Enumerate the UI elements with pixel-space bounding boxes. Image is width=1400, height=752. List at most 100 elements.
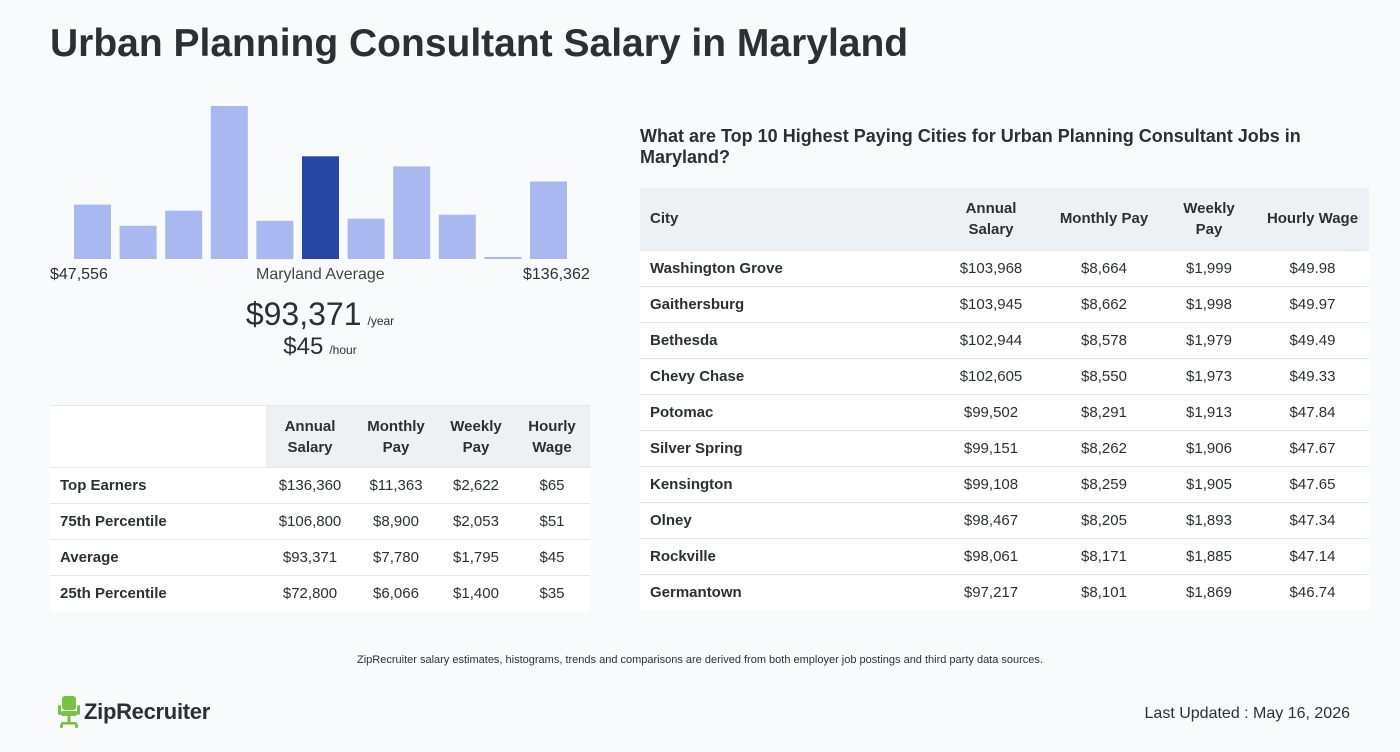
last-updated: Last Updated : May 16, 2026 [1144,705,1350,722]
histogram-bar [165,210,203,259]
annual-salary-cell: $98,467 [936,501,1046,538]
city-row: Olney $98,467 $8,205 $1,893 $47.34 [640,501,1369,538]
histogram-bar [484,257,522,259]
header-hourly-wage: Hourly Wage [514,405,590,468]
header-annual-salary: Annual Salary [266,405,354,468]
city-row: Potomac $99,502 $8,291 $1,913 $47.84 [640,393,1369,430]
city-name: Potomac [640,393,936,430]
city-name: Washington Grove [640,249,936,286]
monthly-pay-cell: $7,780 [354,539,438,576]
annual-salary-cell: $102,605 [936,357,1046,394]
cities-table: City Annual Salary Monthly Pay Weekly Pa… [640,188,1369,610]
monthly-pay-cell: $8,662 [1046,285,1162,322]
histogram-bar [210,106,248,259]
weekly-pay-cell: $1,979 [1162,321,1256,358]
percentile-label: 25th Percentile [50,575,266,612]
weekly-pay-cell: $1,973 [1162,357,1256,394]
city-row: Bethesda $102,944 $8,578 $1,979 $49.49 [640,321,1369,358]
histogram-bar [393,166,431,259]
city-name: Bethesda [640,321,936,358]
average-hourly-value: $45 [283,333,324,360]
hourly-wage-cell: $45 [514,539,590,576]
logo-text: ZipRecruiter [84,699,210,724]
disclaimer: ZipRecruiter salary estimates, histogram… [357,654,1043,666]
city-row: Kensington $99,108 $8,259 $1,905 $47.65 [640,465,1369,502]
city-row: Germantown $97,217 $8,101 $1,869 $46.74 [640,573,1369,610]
weekly-pay-cell: $1,999 [1162,249,1256,286]
annual-salary-cell: $136,360 [266,467,354,504]
header-annual-salary: Annual Salary [936,188,1046,250]
monthly-pay-cell: $8,291 [1046,393,1162,430]
annual-salary-cell: $103,945 [936,285,1046,322]
histogram-center-label: Maryland Average [256,266,385,283]
annual-salary-cell: $93,371 [266,539,354,576]
city-name: Silver Spring [640,429,936,466]
monthly-pay-cell: $8,550 [1046,357,1162,394]
header-blank [50,405,266,468]
percentile-row: Average $93,371 $7,780 $1,795 $45 [50,539,590,576]
annual-salary-cell: $102,944 [936,321,1046,358]
city-row: Silver Spring $99,151 $8,262 $1,906 $47.67 [640,429,1369,466]
hourly-wage-cell: $46.74 [1256,573,1369,610]
city-name: Olney [640,501,936,538]
histogram-bar [74,204,111,259]
monthly-pay-cell: $8,101 [1046,573,1162,610]
weekly-pay-cell: $1,795 [438,539,514,576]
ziprecruiter-logo[interactable]: ZipRecruiter [58,694,210,730]
percentile-row: 25th Percentile $72,800 $6,066 $1,400 $35 [50,575,590,612]
percentile-table-header: Annual Salary Monthly Pay Weekly Pay Hou… [50,405,590,468]
hourly-wage-cell: $49.97 [1256,285,1369,322]
average-yearly-value: $93,371 [245,296,362,332]
ziprecruiter-chair-icon [58,696,80,728]
city-row: Washington Grove $103,968 $8,664 $1,999 $49.… [640,249,1369,286]
weekly-pay-cell: $2,053 [438,503,514,540]
hourly-wage-cell: $47.34 [1256,501,1369,538]
hourly-wage-cell: $49.33 [1256,357,1369,394]
city-name: Chevy Chase [640,357,936,394]
monthly-pay-cell: $8,259 [1046,465,1162,502]
weekly-pay-cell: $1,913 [1162,393,1256,430]
histogram-bar [256,220,294,260]
monthly-pay-cell: $11,363 [354,467,438,504]
hourly-wage-cell: $49.98 [1256,249,1369,286]
hourly-wage-cell: $47.67 [1256,429,1369,466]
hourly-wage-cell: $65 [514,467,590,504]
cities-table-header: City Annual Salary Monthly Pay Weekly Pa… [640,188,1369,250]
monthly-pay-cell: $8,262 [1046,429,1162,466]
annual-salary-cell: $99,151 [936,429,1046,466]
city-row: Gaithersburg $103,945 $8,662 $1,998 $49.97 [640,285,1369,322]
average-hourly-unit: /hour [329,343,357,357]
annual-salary-cell: $72,800 [266,575,354,612]
city-row: Chevy Chase $102,605 $8,550 $1,973 $49.33 [640,357,1369,394]
hourly-wage-cell: $47.65 [1256,465,1369,502]
hourly-wage-cell: $35 [514,575,590,612]
weekly-pay-cell: $1,998 [1162,285,1256,322]
histogram-bar-average [302,156,339,259]
percentile-row: 75th Percentile $106,800 $8,900 $2,053 $51 [50,503,590,540]
histogram-min-label: $47,556 [50,266,108,283]
weekly-pay-cell: $1,906 [1162,429,1256,466]
percentile-label: 75th Percentile [50,503,266,540]
city-name: Gaithersburg [640,285,936,322]
city-name: Germantown [640,573,936,610]
monthly-pay-cell: $8,205 [1046,501,1162,538]
annual-salary-cell: $99,502 [936,393,1046,430]
average-yearly: $93,371/year [0,296,640,333]
header-hourly-wage: Hourly Wage [1256,188,1369,250]
weekly-pay-cell: $1,905 [1162,465,1256,502]
annual-salary-cell: $103,968 [936,249,1046,286]
histogram-bar [347,218,385,259]
histogram-svg [74,106,567,260]
annual-salary-cell: $99,108 [936,465,1046,502]
header-weekly-pay: Weekly Pay [438,405,514,468]
monthly-pay-cell: $8,664 [1046,249,1162,286]
monthly-pay-cell: $8,900 [354,503,438,540]
monthly-pay-cell: $8,171 [1046,537,1162,574]
percentile-label: Top Earners [50,467,266,504]
average-hourly: $45/hour [0,333,640,361]
salary-histogram [50,98,590,260]
annual-salary-cell: $106,800 [266,503,354,540]
average-yearly-unit: /year [367,314,395,328]
weekly-pay-cell: $1,893 [1162,501,1256,538]
header-weekly-pay: Weekly Pay [1162,188,1256,250]
